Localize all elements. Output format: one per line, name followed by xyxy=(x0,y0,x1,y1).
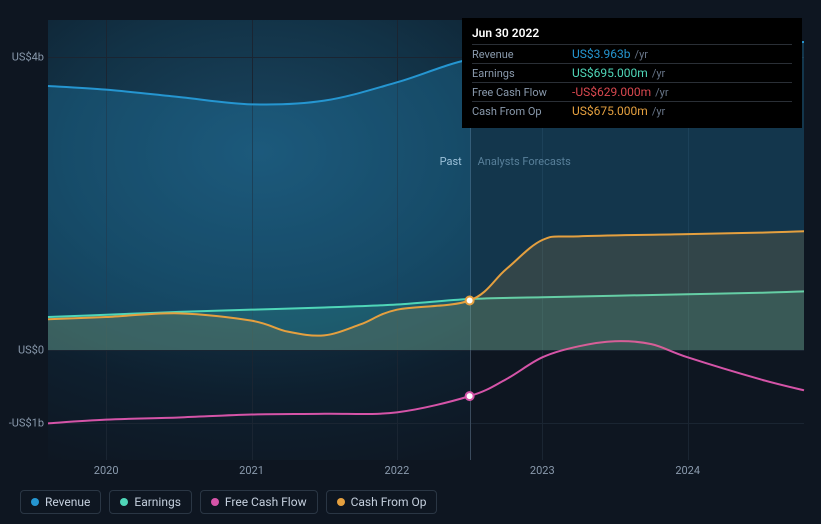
marker-fcf xyxy=(466,392,474,400)
legend-item-cfo[interactable]: Cash From Op xyxy=(326,490,438,514)
legend: Revenue Earnings Free Cash Flow Cash From O… xyxy=(20,490,437,514)
tooltip: Jun 30 2022 RevenueUS$3.963b/yrEarningsU… xyxy=(462,18,802,128)
legend-label: Cash From Op xyxy=(351,495,427,509)
tooltip-row-label: Cash From Op xyxy=(472,105,572,118)
tooltip-row-unit: /yr xyxy=(635,48,648,61)
tooltip-row-label: Free Cash Flow xyxy=(472,86,572,99)
x-axis-label: 2023 xyxy=(530,464,555,477)
marker-cfo xyxy=(466,297,474,305)
y-axis-label: US$0 xyxy=(18,344,44,357)
legend-swatch xyxy=(120,498,128,506)
tooltip-row-value: US$695.000m xyxy=(572,66,648,80)
tooltip-row: Cash From OpUS$675.000m/yr xyxy=(472,101,792,120)
tooltip-row-value: US$675.000m xyxy=(572,104,648,118)
tooltip-row: Free Cash Flow-US$629.000m/yr xyxy=(472,82,792,101)
y-axis-label: -US$1b xyxy=(9,417,44,430)
x-axis-label: 2022 xyxy=(385,464,410,477)
x-axis-label: 2024 xyxy=(675,464,700,477)
legend-label: Free Cash Flow xyxy=(225,495,307,509)
tooltip-row-unit: /yr xyxy=(652,105,665,118)
tooltip-row-value: -US$629.000m xyxy=(572,85,651,99)
legend-swatch xyxy=(31,498,39,506)
legend-swatch xyxy=(337,498,345,506)
tooltip-row-value: US$3.963b xyxy=(572,47,631,61)
tooltip-row-unit: /yr xyxy=(655,86,668,99)
legend-item-fcf[interactable]: Free Cash Flow xyxy=(200,490,318,514)
tooltip-row: RevenueUS$3.963b/yr xyxy=(472,44,792,63)
tooltip-row-unit: /yr xyxy=(652,67,665,80)
tooltip-row-label: Revenue xyxy=(472,48,572,61)
legend-item-earnings[interactable]: Earnings xyxy=(109,490,192,514)
legend-swatch xyxy=(211,498,219,506)
chart-container: US$4bUS$0-US$1b20202021202220232024PastA… xyxy=(0,0,821,524)
x-axis-label: 2020 xyxy=(94,464,119,477)
legend-label: Earnings xyxy=(134,495,181,509)
x-axis-label: 2021 xyxy=(239,464,264,477)
series-line-fcf xyxy=(48,341,804,423)
tooltip-row-label: Earnings xyxy=(472,67,572,80)
legend-label: Revenue xyxy=(45,495,90,509)
y-axis-label: US$4b xyxy=(12,50,44,63)
tooltip-row: EarningsUS$695.000m/yr xyxy=(472,63,792,82)
tooltip-date: Jun 30 2022 xyxy=(472,26,792,40)
legend-item-revenue[interactable]: Revenue xyxy=(20,490,101,514)
